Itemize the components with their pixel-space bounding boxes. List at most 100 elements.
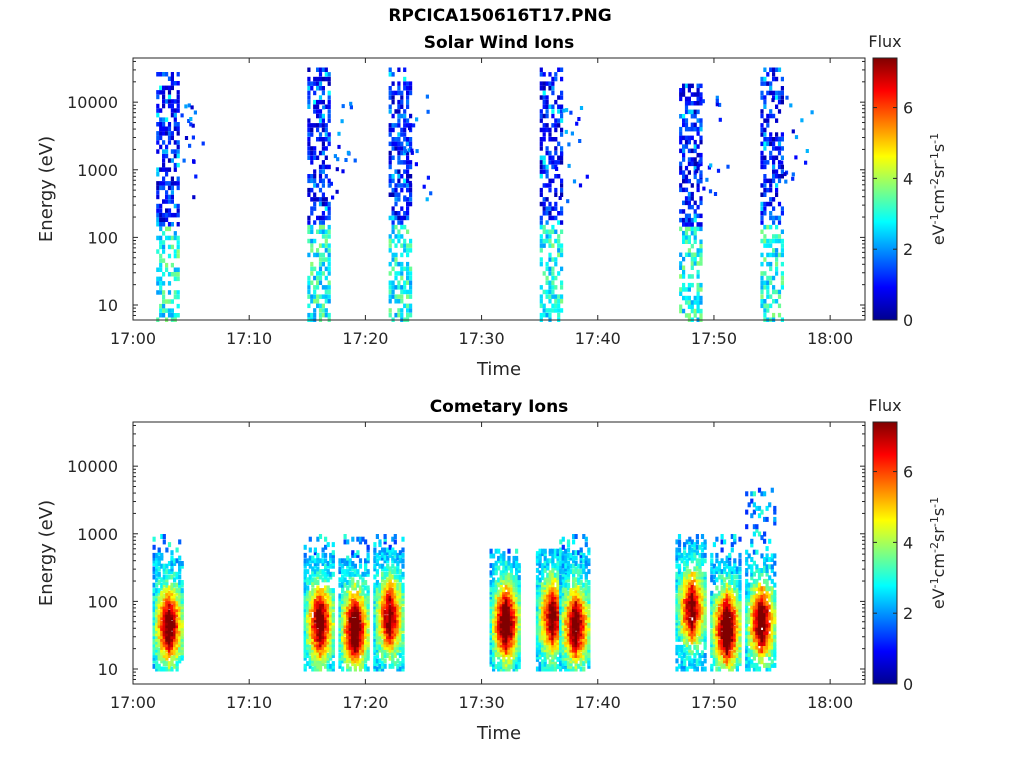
heatmap-cell	[696, 252, 700, 257]
heatmap-cell	[397, 118, 401, 123]
heatmap-cell	[574, 625, 578, 631]
heatmap-cell	[699, 152, 703, 158]
heatmap-cell	[386, 623, 390, 629]
heatmap-cell	[327, 280, 331, 285]
heatmap-cell	[318, 229, 323, 234]
heatmap-cell	[574, 534, 578, 539]
heatmap-cell	[310, 229, 314, 234]
heatmap-cell	[393, 642, 397, 648]
heatmap-cell	[403, 146, 407, 151]
heatmap-cell	[160, 555, 164, 561]
heatmap-cell	[378, 623, 382, 629]
heatmap-cell	[167, 666, 172, 672]
heatmap-cell	[316, 569, 320, 575]
heatmap-cell	[308, 620, 312, 626]
heatmap-cell	[313, 615, 317, 621]
heatmap-cell	[560, 243, 564, 248]
heatmap-cell	[587, 655, 591, 661]
heatmap-cell	[383, 539, 387, 545]
heatmap-cell	[582, 552, 586, 558]
heatmap-cell	[176, 235, 180, 241]
heatmap-cell	[394, 261, 398, 267]
heatmap-cell	[401, 661, 405, 667]
heatmap-cell	[356, 642, 360, 648]
heatmap-cell	[157, 631, 161, 637]
heatmap-cell	[696, 101, 700, 106]
heatmap-cell	[489, 579, 493, 585]
heatmap-cell	[321, 628, 325, 634]
heatmap-cell	[383, 588, 387, 594]
heatmap-cell	[682, 170, 686, 175]
heatmap-cell	[677, 588, 682, 594]
heatmap-cell	[760, 299, 764, 304]
heatmap-cell	[569, 634, 573, 639]
heatmap-cell	[340, 119, 344, 124]
heatmap-cell	[318, 164, 323, 170]
heatmap-cell	[310, 294, 314, 299]
heatmap-cell	[383, 628, 387, 634]
heatmap-cell	[180, 634, 184, 639]
heatmap-cell	[388, 644, 392, 650]
heatmap-cell	[699, 261, 703, 266]
heatmap-cell	[167, 615, 172, 621]
heatmap-cell	[327, 257, 331, 262]
heatmap-cell	[180, 596, 184, 602]
heatmap-cell	[351, 661, 355, 667]
heatmap-cell	[690, 226, 694, 232]
heatmap-cell	[682, 295, 686, 301]
heatmap-cell	[313, 571, 317, 577]
heatmap-cell	[677, 582, 682, 588]
heatmap-cell	[564, 615, 568, 621]
heatmap-cell	[396, 666, 400, 672]
heatmap-cell	[688, 536, 692, 542]
heatmap-cell	[361, 609, 365, 615]
heatmap-cell	[327, 90, 331, 96]
heatmap-cell	[348, 636, 352, 642]
heatmap-cell	[548, 659, 552, 665]
heatmap-cell	[391, 625, 395, 631]
heatmap-cell	[582, 566, 586, 572]
heatmap-cell	[497, 661, 501, 667]
heatmap-cell	[338, 658, 342, 664]
heatmap-cell	[394, 183, 398, 188]
heatmap-cell	[560, 252, 564, 258]
heatmap-cell	[683, 653, 687, 658]
heatmap-cell	[311, 642, 315, 648]
heatmap-cell	[566, 666, 571, 672]
heatmap-cell	[327, 118, 331, 123]
heatmap-cell	[551, 109, 555, 114]
heatmap-cell	[361, 590, 365, 596]
heatmap-cell	[175, 601, 179, 607]
heatmap-cell	[406, 201, 410, 207]
heatmap-cell	[364, 612, 368, 618]
heatmap-cell	[675, 612, 679, 618]
heatmap-cell	[579, 625, 583, 631]
heatmap-cell	[690, 580, 694, 585]
heatmap-cell	[541, 582, 545, 588]
heatmap-cell	[306, 609, 310, 615]
heatmap-cell	[351, 601, 355, 607]
heatmap-cell	[381, 566, 385, 572]
heatmap-cell	[170, 131, 174, 136]
heatmap-cell	[766, 275, 770, 281]
heatmap-cell	[539, 285, 543, 290]
heatmap-cell	[391, 266, 395, 272]
heatmap-cell	[157, 625, 161, 631]
heatmap-cell	[688, 650, 692, 656]
heatmap-cell	[311, 580, 315, 585]
heatmap-cell	[684, 287, 689, 292]
heatmap-cell	[569, 631, 573, 637]
heatmap-cell	[572, 609, 576, 615]
heatmap-cell	[338, 625, 342, 631]
heatmap-cell	[579, 601, 583, 607]
heatmap-cell	[680, 590, 684, 596]
heatmap-cell	[176, 181, 180, 186]
heatmap-cell	[373, 588, 377, 594]
heatmap-cell	[584, 542, 588, 548]
heatmap-cell	[316, 631, 320, 637]
heatmap-cell	[180, 563, 184, 569]
heatmap-cell	[688, 601, 692, 607]
heatmap-cell	[685, 580, 689, 585]
heatmap-cell	[318, 174, 323, 179]
heatmap-cell	[375, 653, 379, 658]
